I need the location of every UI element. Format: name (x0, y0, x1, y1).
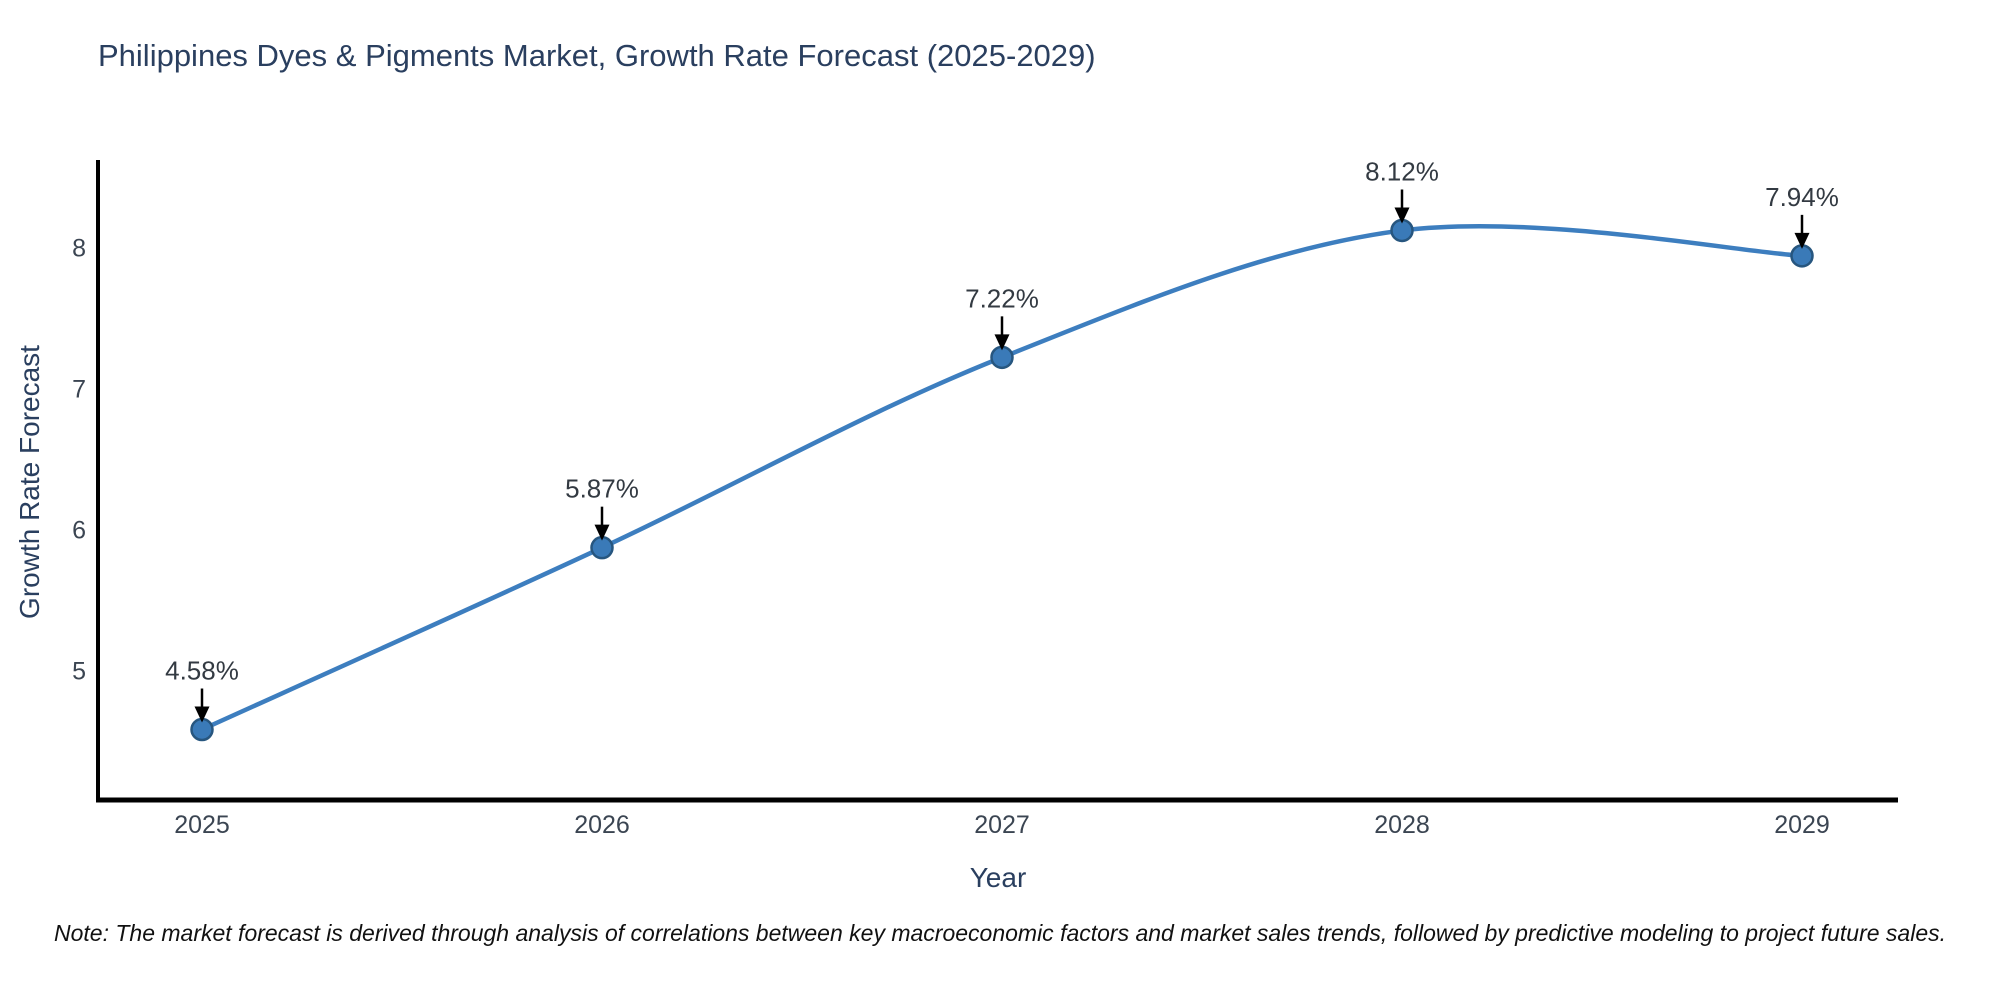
data-point-label: 5.87% (565, 474, 639, 504)
data-point-label: 7.22% (965, 283, 1039, 313)
data-point-label: 4.58% (165, 656, 239, 686)
y-tick-label: 5 (72, 657, 86, 685)
x-tick-label: 2029 (1774, 811, 1830, 839)
x-tick-label: 2028 (1374, 811, 1430, 839)
x-tick-label: 2026 (574, 811, 630, 839)
annotation-arrow-head (1794, 232, 1810, 249)
annotation-arrow-head (594, 524, 610, 541)
annotation-arrow-head (994, 334, 1010, 351)
data-point-label: 8.12% (1365, 156, 1439, 186)
y-tick-label: 8 (72, 234, 86, 262)
x-tick-label: 2025 (174, 811, 230, 839)
y-tick-label: 7 (72, 375, 86, 403)
x-tick-label: 2027 (974, 811, 1030, 839)
annotation-arrow-head (1394, 207, 1410, 224)
y-tick-label: 6 (72, 516, 86, 544)
data-point-label: 7.94% (1765, 182, 1839, 212)
footnote: Note: The market forecast is derived thr… (53, 920, 1947, 946)
annotation-arrow-head (194, 706, 210, 723)
chart-title: Philippines Dyes & Pigments Market, Grow… (98, 38, 1096, 73)
x-axis-title: Year (969, 862, 1027, 893)
